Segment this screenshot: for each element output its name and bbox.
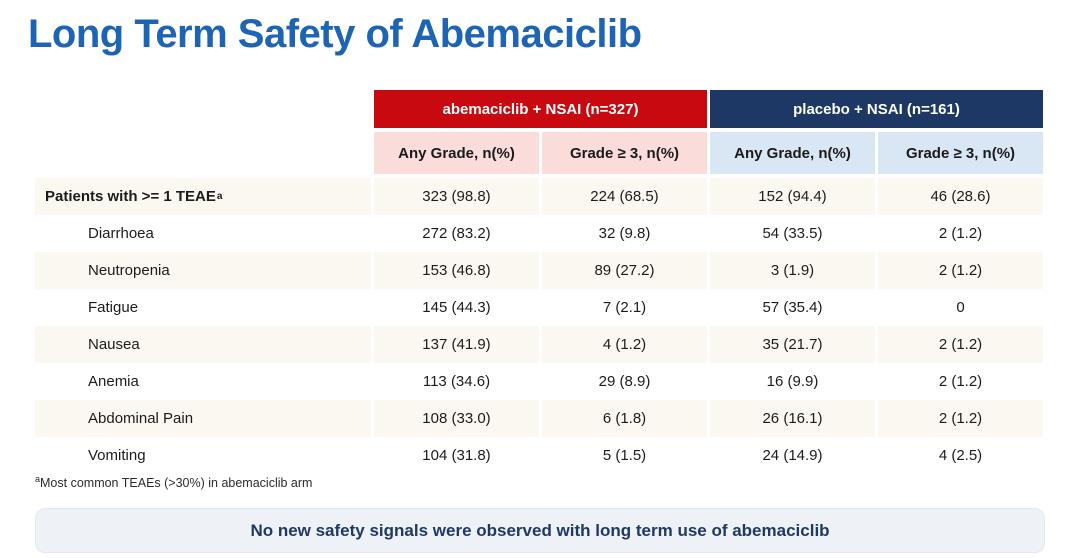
- footnote: aMost common TEAEs (>30%) in abemaciclib…: [35, 474, 312, 490]
- table-cell: 16 (9.9): [710, 363, 875, 400]
- table-cell: 2 (1.2): [878, 326, 1043, 363]
- table-cell: 6 (1.8): [542, 400, 707, 437]
- column-header-spacer: [35, 132, 371, 174]
- row-label-marker: a: [216, 191, 223, 202]
- table-cell: 104 (31.8): [374, 437, 539, 474]
- group-header-placebo: placebo + NSAI (n=161): [710, 90, 1043, 128]
- table-row: Diarrhoea 272 (83.2) 32 (9.8) 54 (33.5) 2 (1…: [35, 215, 1045, 252]
- table-cell: 2 (1.2): [878, 252, 1043, 289]
- table-cell: 153 (46.8): [374, 252, 539, 289]
- row-label: Diarrhoea: [35, 215, 371, 252]
- table-cell: 272 (83.2): [374, 215, 539, 252]
- footnote-marker: a: [35, 474, 41, 484]
- table-cell: 2 (1.2): [878, 363, 1043, 400]
- conclusion-banner: No new safety signals were observed with…: [35, 508, 1045, 553]
- row-label: Neutropenia: [35, 252, 371, 289]
- table-cell: 32 (9.8): [542, 215, 707, 252]
- table-cell: 26 (16.1): [710, 400, 875, 437]
- table-row: Abdominal Pain 108 (33.0) 6 (1.8) 26 (16.1)…: [35, 400, 1045, 437]
- table-row: Vomiting 104 (31.8) 5 (1.5) 24 (14.9) 4 (2.5…: [35, 437, 1045, 474]
- row-label: Anemia: [35, 363, 371, 400]
- column-header-abema-any-grade: Any Grade, n(%): [374, 132, 539, 174]
- column-header-placebo-grade3: Grade ≥ 3, n(%): [878, 132, 1043, 174]
- table-group-header-row: abemaciclib + NSAI (n=327) placebo + NSA…: [35, 90, 1045, 128]
- table-cell: 145 (44.3): [374, 289, 539, 326]
- footnote-text: Most common TEAEs (>30%) in abemaciclib …: [40, 476, 313, 491]
- table-cell: 323 (98.8): [374, 178, 539, 215]
- table-cell: 3 (1.9): [710, 252, 875, 289]
- table-column-header-row: Any Grade, n(%) Grade ≥ 3, n(%) Any Grad…: [35, 132, 1045, 174]
- row-label: Patients with >= 1 TEAE a: [35, 178, 371, 215]
- table-row: Nausea 137 (41.9) 4 (1.2) 35 (21.7) 2 (1.2): [35, 326, 1045, 363]
- table-cell: 57 (35.4): [710, 289, 875, 326]
- row-label: Fatigue: [35, 289, 371, 326]
- table-cell: 4 (2.5): [878, 437, 1043, 474]
- column-header-abema-grade3: Grade ≥ 3, n(%): [542, 132, 707, 174]
- row-label: Vomiting: [35, 437, 371, 474]
- table-cell: 4 (1.2): [542, 326, 707, 363]
- table-cell: 29 (8.9): [542, 363, 707, 400]
- table-cell: 0: [878, 289, 1043, 326]
- slide-title: Long Term Safety of Abemaciclib: [28, 12, 642, 56]
- table-row: Anemia 113 (34.6) 29 (8.9) 16 (9.9) 2 (1.2): [35, 363, 1045, 400]
- table-cell: 35 (21.7): [710, 326, 875, 363]
- table-cell: 89 (27.2): [542, 252, 707, 289]
- table-cell: 7 (2.1): [542, 289, 707, 326]
- table-body: Patients with >= 1 TEAE a 323 (98.8) 224 (6…: [35, 178, 1045, 474]
- table-row: Fatigue 145 (44.3) 7 (2.1) 57 (35.4) 0: [35, 289, 1045, 326]
- table-cell: 24 (14.9): [710, 437, 875, 474]
- table-cell: 224 (68.5): [542, 178, 707, 215]
- table-cell: 137 (41.9): [374, 326, 539, 363]
- group-header-spacer: [35, 90, 371, 128]
- row-label: Nausea: [35, 326, 371, 363]
- safety-table: abemaciclib + NSAI (n=327) placebo + NSA…: [35, 90, 1045, 474]
- row-label: Abdominal Pain: [35, 400, 371, 437]
- table-row: Patients with >= 1 TEAE a 323 (98.8) 224 (6…: [35, 178, 1045, 215]
- table-cell: 54 (33.5): [710, 215, 875, 252]
- table-cell: 113 (34.6): [374, 363, 539, 400]
- table-cell: 108 (33.0): [374, 400, 539, 437]
- group-header-abemaciclib: abemaciclib + NSAI (n=327): [374, 90, 707, 128]
- column-header-placebo-any-grade: Any Grade, n(%): [710, 132, 875, 174]
- table-cell: 2 (1.2): [878, 215, 1043, 252]
- table-cell: 2 (1.2): [878, 400, 1043, 437]
- conclusion-banner-text: No new safety signals were observed with…: [250, 520, 830, 540]
- table-cell: 46 (28.6): [878, 178, 1043, 215]
- table-row: Neutropenia 153 (46.8) 89 (27.2) 3 (1.9) 2 (…: [35, 252, 1045, 289]
- table-cell: 152 (94.4): [710, 178, 875, 215]
- table-cell: 5 (1.5): [542, 437, 707, 474]
